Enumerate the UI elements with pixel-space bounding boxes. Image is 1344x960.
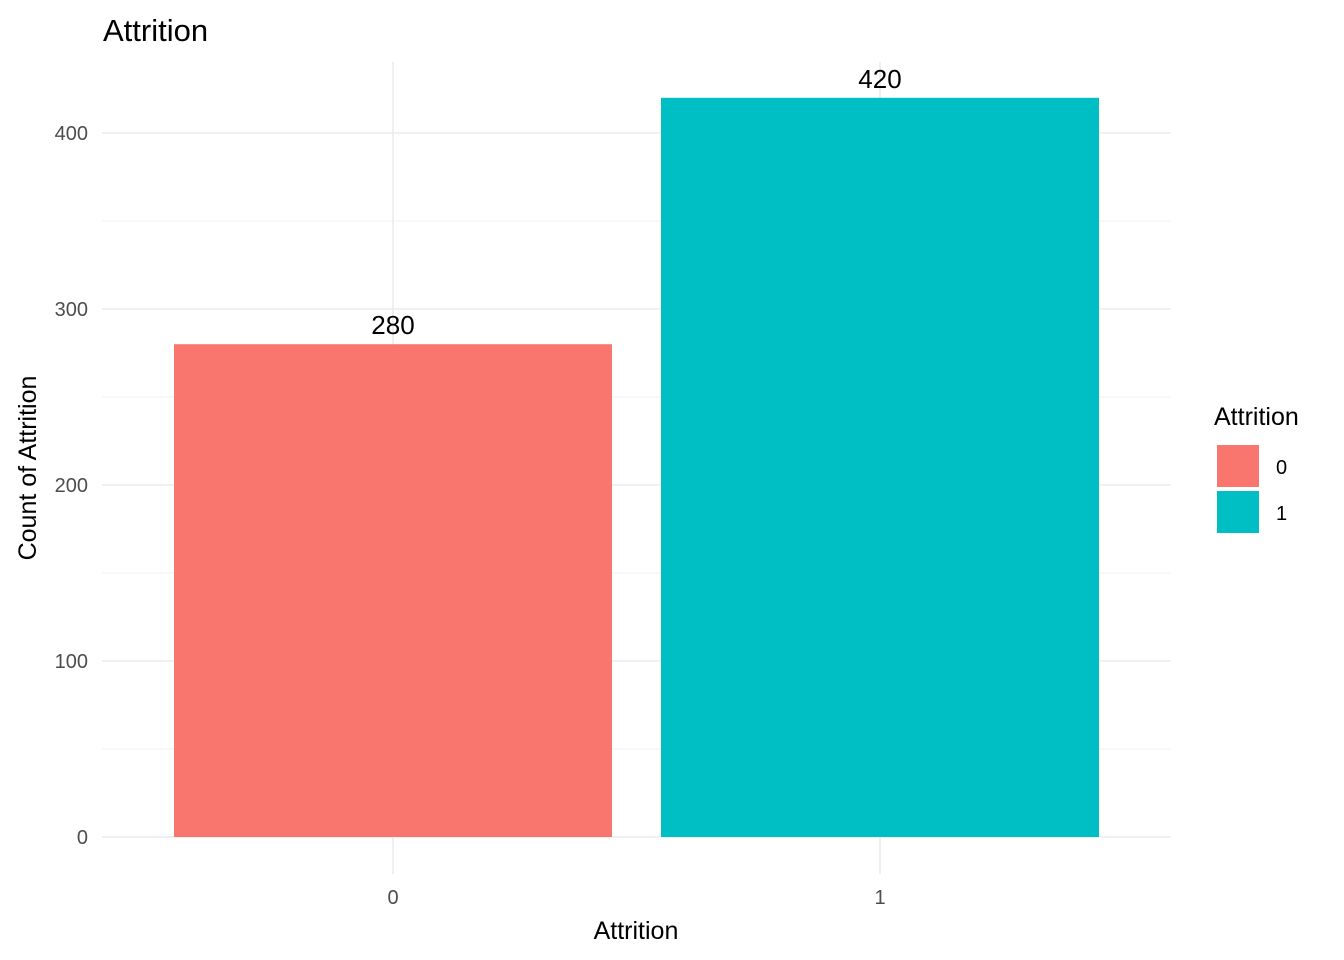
legend-key bbox=[1217, 491, 1259, 533]
y-axis-title: Count of Attrition bbox=[14, 376, 42, 561]
legend-entries: 01 bbox=[1217, 445, 1287, 533]
x-tick-label: 1 bbox=[874, 887, 885, 909]
y-tick-label: 400 bbox=[55, 123, 88, 145]
bar-data-label: 280 bbox=[371, 310, 414, 340]
bar-data-labels: 280 420 bbox=[371, 64, 901, 340]
x-tick-label: 0 bbox=[387, 887, 398, 909]
legend: Attrition 01 bbox=[1214, 403, 1299, 533]
legend-label: 0 bbox=[1276, 457, 1287, 479]
x-axis-title: Attrition bbox=[594, 917, 679, 945]
bar-0 bbox=[174, 344, 612, 837]
bar-1 bbox=[661, 97, 1099, 838]
y-tick-label: 100 bbox=[55, 651, 88, 673]
y-axis-tick-labels: 0 100 200 300 400 bbox=[55, 123, 88, 849]
legend-label: 1 bbox=[1276, 503, 1287, 525]
bar-data-label: 420 bbox=[858, 64, 901, 94]
y-tick-label: 300 bbox=[55, 299, 88, 321]
legend-title: Attrition bbox=[1214, 403, 1299, 431]
y-tick-label: 200 bbox=[55, 475, 88, 497]
legend-key bbox=[1217, 445, 1259, 487]
bars bbox=[174, 97, 1099, 838]
y-tick-label: 0 bbox=[77, 827, 88, 849]
chart-title: Attrition bbox=[103, 13, 208, 48]
